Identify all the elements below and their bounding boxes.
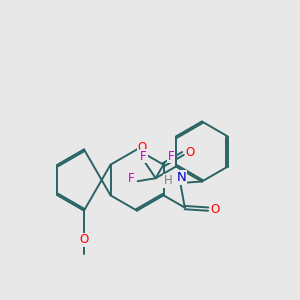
Text: F: F: [168, 149, 175, 163]
Text: F: F: [140, 149, 147, 163]
Text: O: O: [138, 141, 147, 154]
Text: O: O: [80, 233, 88, 246]
Text: O: O: [211, 202, 220, 216]
Text: F: F: [128, 172, 134, 185]
Text: N: N: [177, 171, 187, 184]
Text: O: O: [186, 146, 195, 159]
Text: H: H: [164, 174, 173, 187]
